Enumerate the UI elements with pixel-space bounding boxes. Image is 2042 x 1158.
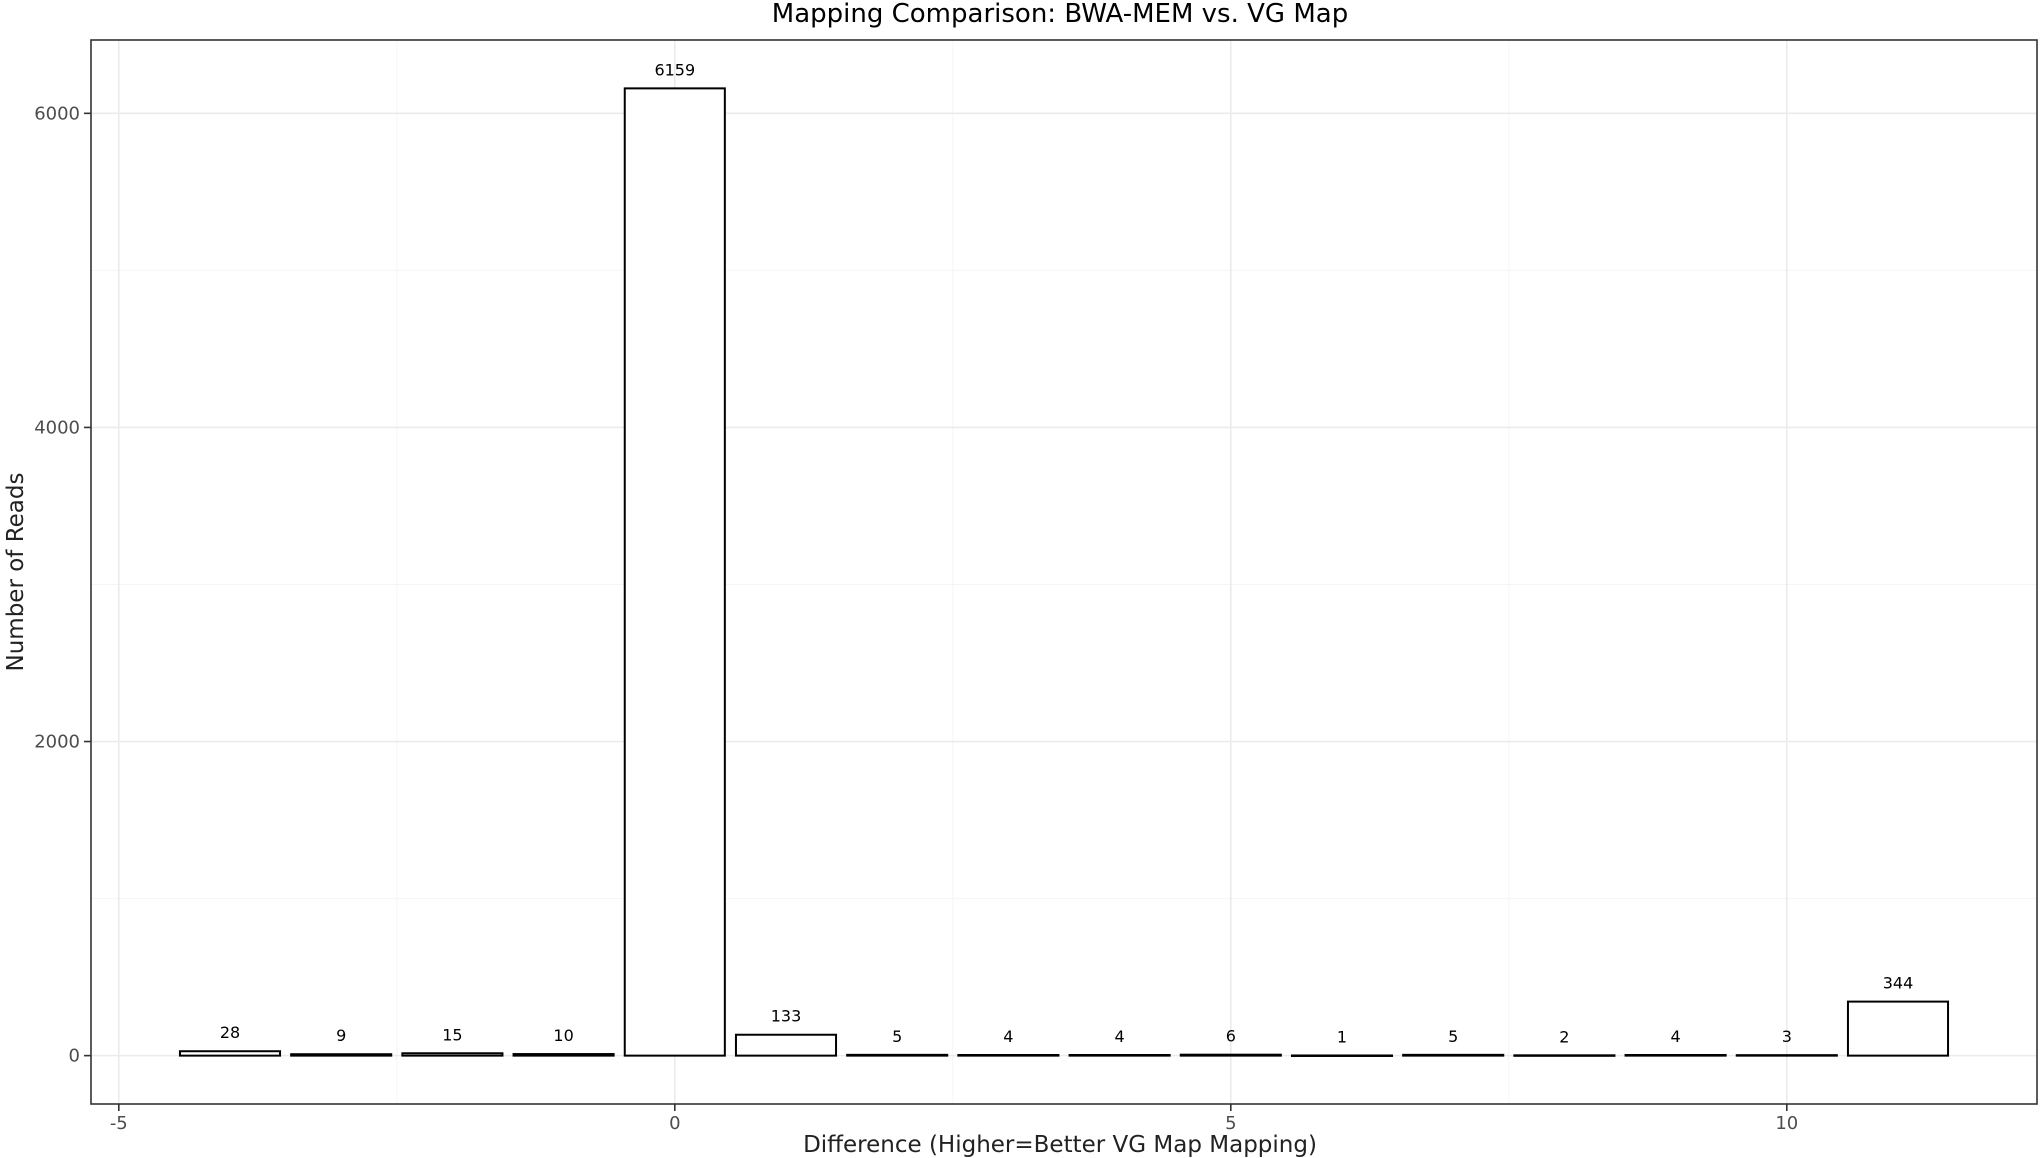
- bar: [1513, 1054, 1616, 1057]
- grid-lines: [91, 40, 2037, 1104]
- bar-data-label: 5: [892, 1027, 902, 1046]
- bar-data-label: 344: [1883, 974, 1914, 993]
- bar-data-label: 4: [1003, 1027, 1013, 1046]
- bar: [734, 1033, 838, 1057]
- y-tick-label: 0: [69, 1046, 80, 1067]
- x-axis: -5 0 5 10: [110, 1104, 1798, 1134]
- bar: [512, 1053, 615, 1057]
- bar-data-label: 28: [220, 1023, 240, 1042]
- bar-data-label: 2: [1559, 1027, 1569, 1046]
- bar-data-label: 6: [1226, 1027, 1236, 1046]
- bar: [623, 87, 726, 1057]
- y-tick-label: 4000: [34, 417, 80, 438]
- x-axis-title: Difference (Higher=Better VG Map Mapping…: [803, 1132, 1317, 1158]
- x-tick-label: -5: [110, 1113, 128, 1134]
- bar: [1735, 1054, 1838, 1057]
- bar: [290, 1053, 393, 1057]
- y-tick-label: 6000: [34, 103, 80, 124]
- bar: [1179, 1053, 1282, 1057]
- bar: [401, 1052, 504, 1057]
- bar: [1846, 1000, 1950, 1057]
- x-tick-label: 5: [1225, 1113, 1236, 1134]
- bar: [1290, 1054, 1394, 1057]
- bar-data-label: 3: [1782, 1027, 1792, 1046]
- bar: [1068, 1054, 1171, 1057]
- plot-panel-border: [90, 39, 2038, 1105]
- bar: [178, 1050, 282, 1057]
- x-tick-label: 0: [669, 1113, 680, 1134]
- bars: [178, 87, 1950, 1057]
- y-axis-title: Number of Reads: [3, 473, 29, 672]
- bar-data-label: 15: [442, 1025, 462, 1044]
- bar: [957, 1054, 1060, 1057]
- bar-data-label: 133: [771, 1007, 802, 1026]
- bar-data-label: 5: [1448, 1027, 1458, 1046]
- bar: [1402, 1053, 1505, 1057]
- bar: [1624, 1054, 1727, 1057]
- bar-data-label: 6159: [654, 60, 695, 79]
- bar-data-label: 9: [336, 1026, 346, 1045]
- y-tick-label: 2000: [34, 732, 80, 753]
- bar: [846, 1053, 949, 1057]
- bar-data-label: 4: [1115, 1027, 1125, 1046]
- x-tick-label: 10: [1775, 1113, 1798, 1134]
- bar-data-label: 4: [1671, 1027, 1681, 1046]
- bar-data-label: 1: [1337, 1027, 1347, 1046]
- chart-title: Mapping Comparison: BWA-MEM vs. VG Map: [772, 0, 1348, 29]
- y-axis: 0 2000 4000 6000: [34, 103, 91, 1067]
- bar-data-label: 10: [553, 1026, 573, 1045]
